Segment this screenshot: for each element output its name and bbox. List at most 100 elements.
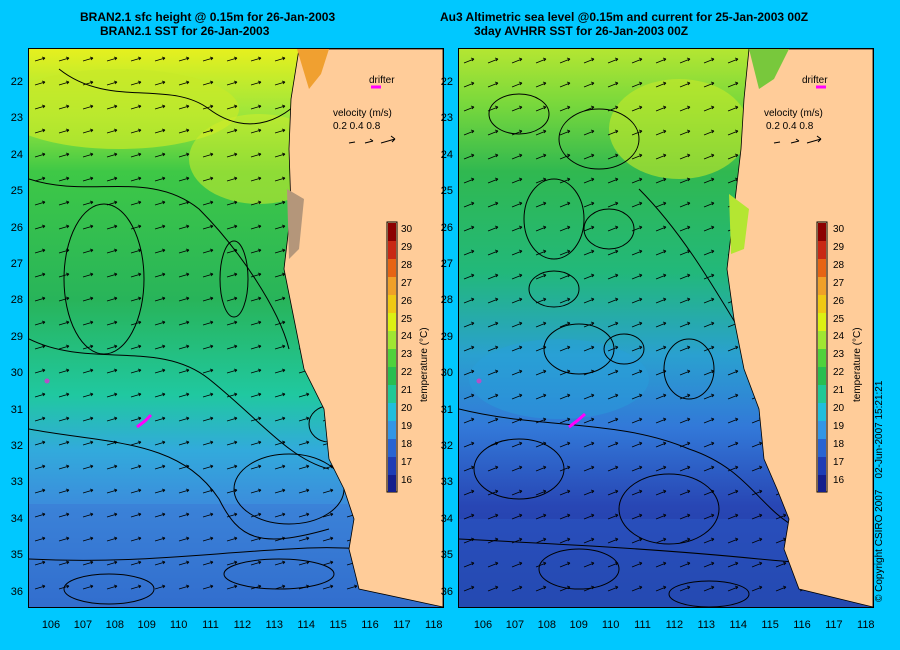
colorbar-tick-label: 19 xyxy=(401,420,413,432)
longitude-tick-label: 116 xyxy=(793,619,811,631)
colorbar-tick-label: 23 xyxy=(833,349,845,361)
longitude-tick-label: 116 xyxy=(361,619,379,631)
colorbar-tick-label: 20 xyxy=(833,403,845,414)
copyright-text: © Copyright CSIRO 2007 xyxy=(874,489,885,602)
latitude-tick-label: 35 xyxy=(440,549,453,562)
latitude-tick-label: 26 xyxy=(10,221,23,234)
latitude-tick-label: 30 xyxy=(10,367,23,380)
right-drifter-track xyxy=(568,412,586,429)
colorbar-tick-label: 24 xyxy=(833,331,845,343)
colorbar-tick-label: 29 xyxy=(833,241,845,253)
colorbar-tick-label: 30 xyxy=(401,224,413,235)
longitude-tick-label: 114 xyxy=(297,619,315,631)
latitude-tick-label: 36 xyxy=(440,585,453,598)
right-colorbar-title: temperature (°C) xyxy=(852,327,863,402)
colorbar-tick-label: 18 xyxy=(401,438,413,450)
longitude-tick-label: 106 xyxy=(473,619,493,631)
left-drifter-track xyxy=(136,413,153,429)
latitude-tick-label: 33 xyxy=(440,476,453,489)
longitude-tick-label: 115 xyxy=(329,619,347,631)
colorbar-tick-label: 29 xyxy=(401,241,413,253)
right-drifter-label: drifter xyxy=(802,75,828,86)
colorbar-tick-label: 28 xyxy=(401,259,413,271)
latitude-tick-label: 22 xyxy=(10,76,23,88)
longitude-tick-label: 111 xyxy=(202,619,219,631)
longitude-tick-label: 117 xyxy=(393,619,411,631)
colorbar-tick-label: 23 xyxy=(401,349,413,361)
latitude-tick-label: 31 xyxy=(440,403,453,416)
latitude-tick-label: 28 xyxy=(10,294,23,307)
right-velocity-title: velocity (m/s) xyxy=(764,108,823,119)
left-map-svg xyxy=(29,49,443,607)
colorbar-tick-label: 30 xyxy=(833,224,845,235)
colorbar-tick-label: 22 xyxy=(401,367,413,379)
left-velocity-scale: 0.2 0.4 0.8 xyxy=(333,121,381,132)
right-colorbar xyxy=(816,221,828,493)
colorbar-tick-label: 27 xyxy=(833,277,845,289)
left-drifter-point xyxy=(44,378,50,384)
colorbar-tick-label: 19 xyxy=(833,420,845,432)
longitude-tick-label: 108 xyxy=(537,619,556,631)
left-drifter-label: drifter xyxy=(369,75,395,86)
latitude-tick-label: 29 xyxy=(10,330,23,343)
latitude-tick-label: 35 xyxy=(10,549,23,562)
colorbar-tick-label: 22 xyxy=(833,367,845,379)
longitude-tick-label: 115 xyxy=(761,619,779,631)
latitude-tick-label: 33 xyxy=(10,476,23,489)
longitude-tick-label: 111 xyxy=(634,619,651,631)
latitude-tick-label: 24 xyxy=(440,148,453,161)
right-drifter-point xyxy=(476,378,482,384)
colorbar-tick-label: 21 xyxy=(833,385,845,397)
right-map-panel xyxy=(458,48,874,608)
colorbar-tick-label: 18 xyxy=(833,438,845,450)
left-land-mass xyxy=(283,49,443,607)
latitude-tick-label: 30 xyxy=(440,367,453,380)
right-velocity-scale-arrows xyxy=(773,135,822,144)
longitude-tick-label: 112 xyxy=(665,619,684,631)
colorbar-tick-label: 21 xyxy=(401,385,413,397)
latitude-tick-label: 23 xyxy=(10,112,23,125)
left-velocity-scale-arrows xyxy=(348,135,396,144)
latitude-tick-label: 32 xyxy=(440,440,453,452)
colorbar-tick-label: 17 xyxy=(401,456,413,468)
latitude-tick-label: 27 xyxy=(440,258,453,270)
longitude-tick-label: 107 xyxy=(505,619,525,631)
latitude-tick-label: 25 xyxy=(10,185,23,198)
longitude-tick-label: 109 xyxy=(569,619,588,631)
longitude-tick-label: 110 xyxy=(169,619,188,631)
right-title-line1: Au3 Altimetric sea level @0.15m and curr… xyxy=(440,10,809,24)
longitude-tick-label: 112 xyxy=(233,619,252,631)
left-title-line1: BRAN2.1 sfc height @ 0.15m for 26-Jan-20… xyxy=(80,10,336,24)
latitude-tick-label: 28 xyxy=(440,294,453,307)
colorbar-tick-label: 28 xyxy=(833,259,845,271)
latitude-tick-label: 26 xyxy=(440,221,453,234)
left-velocity-title: velocity (m/s) xyxy=(333,108,392,119)
longitude-tick-label: 109 xyxy=(137,619,156,631)
left-colorbar-title: temperature (°C) xyxy=(419,327,430,402)
copyright-credit: © Copyright CSIRO 2007 02-Jun-2007 15:21… xyxy=(874,381,885,602)
latitude-tick-label: 34 xyxy=(10,512,23,525)
longitude-tick-label: 107 xyxy=(73,619,93,631)
left-map-panel xyxy=(28,48,444,608)
latitude-tick-label: 31 xyxy=(10,403,23,416)
latitude-tick-label: 34 xyxy=(440,512,453,525)
colorbar-tick-label: 24 xyxy=(401,331,413,343)
latitude-tick-label: 32 xyxy=(10,440,23,452)
longitude-tick-label: 114 xyxy=(729,619,747,631)
left-colorbar xyxy=(386,221,398,493)
right-velocity-scale: 0.2 0.4 0.8 xyxy=(766,121,814,132)
right-land-mass xyxy=(726,49,873,607)
latitude-tick-label: 23 xyxy=(440,112,453,125)
colorbar-tick-label: 16 xyxy=(833,474,845,486)
latitude-tick-label: 24 xyxy=(10,148,23,161)
colorbar-tick-label: 26 xyxy=(401,295,413,307)
timestamp-text: 02-Jun-2007 15:21:21 xyxy=(874,380,885,479)
latitude-tick-label: 29 xyxy=(440,330,453,343)
longitude-tick-label: 113 xyxy=(265,619,284,631)
longitude-tick-label: 113 xyxy=(697,619,716,631)
latitude-tick-label: 36 xyxy=(10,585,23,598)
right-title-line2: 3day AVHRR SST for 26-Jan-2003 00Z xyxy=(474,24,689,38)
latitude-tick-label: 22 xyxy=(440,76,453,88)
longitude-tick-label: 117 xyxy=(825,619,843,631)
latitude-tick-label: 27 xyxy=(10,258,23,270)
